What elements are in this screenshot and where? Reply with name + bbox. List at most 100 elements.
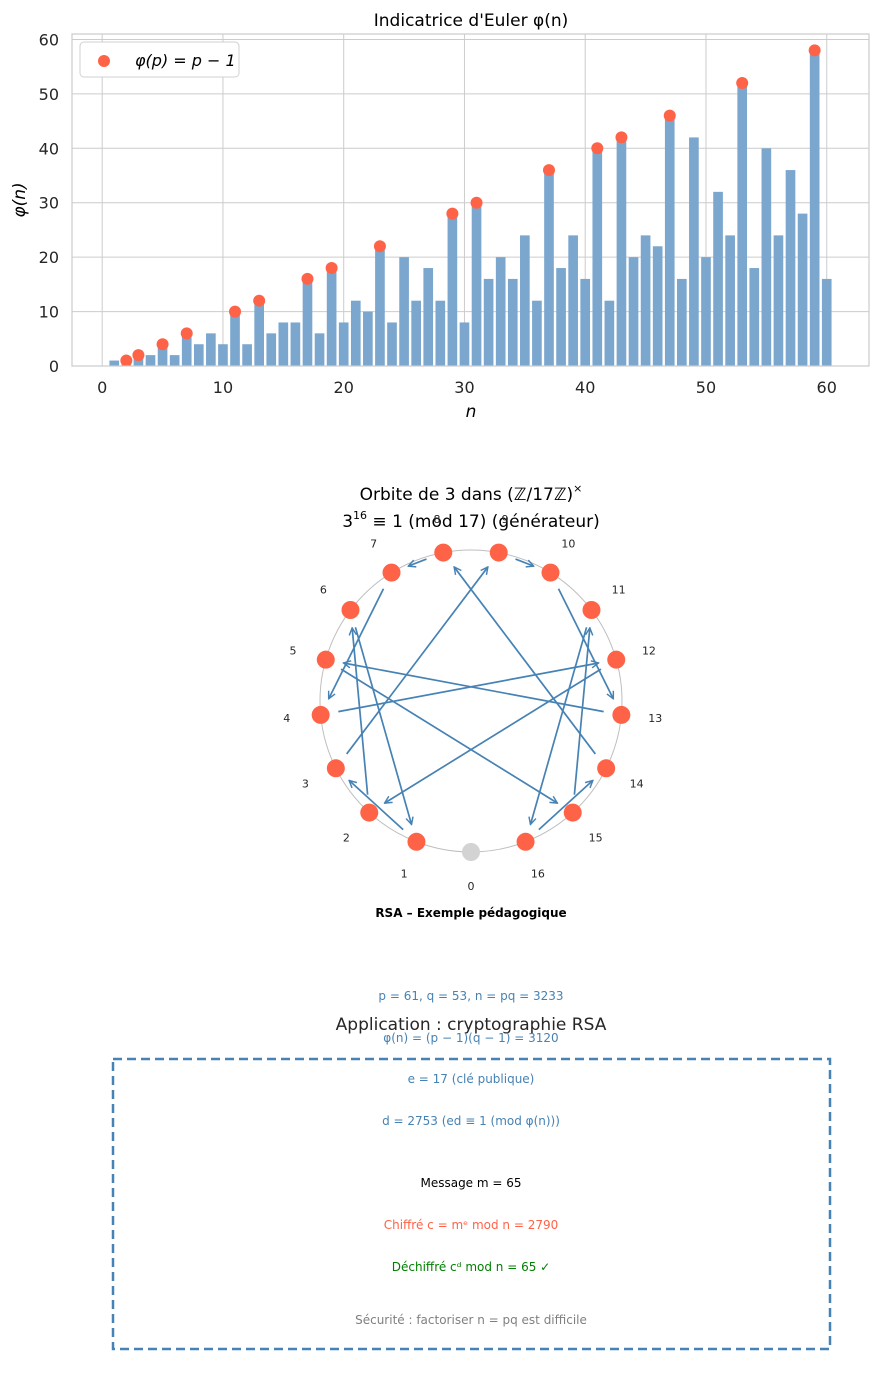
rsa-box — [111, 1057, 832, 1351]
orbit-arrow-5-to-15 — [340, 668, 557, 803]
y-tick-label: 20 — [39, 248, 59, 267]
orbit-node-label-5: 5 — [290, 644, 297, 657]
bar-n-11 — [230, 311, 240, 366]
rsa-line-cipher: Chiffré c = mᵉ mod n = 2790 — [384, 1218, 559, 1232]
prime-marker-3 — [132, 349, 145, 362]
orbit-node-label-8: 8 — [434, 513, 441, 526]
bar-n-16 — [290, 322, 301, 366]
bar-n-27 — [423, 268, 434, 366]
plot-frame — [71, 33, 870, 367]
orbit-title-line1: Orbite de 3 dans (ℤ/17ℤ)× — [360, 482, 583, 505]
bar-n-41 — [592, 148, 603, 366]
bar-n-8 — [193, 344, 204, 366]
rsa-line-d: d = 2753 (ed ≡ 1 (mod φ(n))) — [382, 1114, 560, 1128]
bar-n-50 — [701, 257, 711, 366]
bar-n-20 — [338, 322, 349, 366]
bar-n-32 — [483, 278, 494, 366]
bars — [109, 50, 832, 366]
rsa-panel: RSA – Exemple pédagogique p = 61, q = 53… — [111, 906, 832, 1351]
orbit-node-label-10: 10 — [561, 538, 575, 551]
bar-n-52 — [725, 235, 735, 366]
x-tick-label: 40 — [575, 378, 595, 397]
rsa-line-message: Message m = 65 — [420, 1176, 521, 1190]
orbit-arrow-9-to-10 — [515, 558, 534, 566]
orbit-node-label-0: 0 — [468, 880, 475, 893]
bar-n-25 — [399, 257, 409, 366]
bar-n-24 — [387, 322, 397, 366]
bar-n-53 — [737, 82, 748, 366]
orbit-node-label-12: 12 — [642, 644, 656, 657]
bar-n-46 — [652, 246, 663, 366]
orbit-node-15 — [563, 803, 582, 822]
bar-n-26 — [411, 300, 421, 366]
prime-marker-5 — [156, 338, 169, 351]
orbit-arrow-14-to-8 — [454, 567, 597, 755]
rsa-line-decipher: Déchiffré cᵈ mod n = 65 ✓ — [392, 1260, 550, 1274]
bar-n-57 — [785, 170, 796, 366]
orbit-node-13 — [612, 705, 631, 724]
orbit-node-0 — [462, 843, 480, 861]
orbit-node-label-15: 15 — [589, 832, 603, 845]
orbit-arrow-16-to-14 — [538, 780, 593, 831]
prime-marker-13 — [253, 294, 266, 307]
bar-n-7 — [181, 333, 192, 366]
y-axis-label: φ(n) — [10, 182, 30, 217]
bar-n-47 — [664, 115, 675, 366]
orbit-node-4 — [311, 705, 330, 724]
rsa-line-phi: φ(n) = (p − 1)(q − 1) = 3120 — [383, 1031, 558, 1045]
orbit-arrow-3-to-9 — [345, 567, 488, 755]
y-tick-label: 30 — [39, 194, 59, 213]
orbit-node-label-1: 1 — [401, 868, 408, 881]
y-tick-label: 40 — [39, 139, 59, 158]
orbit-arrow-1-to-3 — [349, 780, 404, 831]
x-tick-labels: 0 10 20 30 40 50 60 — [97, 378, 837, 397]
bar-n-13 — [254, 300, 265, 366]
legend: φ(p) = p − 1 — [79, 41, 240, 78]
rsa-subtitle: RSA – Exemple pédagogique — [375, 906, 566, 920]
bar-n-1 — [109, 360, 120, 366]
orbit-node-label-16: 16 — [531, 868, 545, 881]
bar-n-36 — [532, 300, 542, 366]
bar-n-23 — [375, 246, 385, 366]
bar-n-29 — [447, 213, 458, 366]
orbit-node-label-14: 14 — [630, 777, 644, 790]
prime-marker-11 — [229, 305, 242, 318]
orbit-arrow-7-to-4 — [327, 588, 385, 699]
y-tick-label: 10 — [39, 303, 59, 322]
orbit-node-3 — [326, 759, 345, 778]
bar-n-5 — [157, 344, 168, 366]
bar-n-43 — [616, 137, 627, 366]
prime-marker-2 — [120, 354, 133, 367]
bar-n-19 — [326, 268, 337, 366]
y-tick-label: 60 — [39, 30, 59, 49]
orbit-arrow-13-to-5 — [343, 663, 604, 713]
orbit-node-8 — [434, 543, 453, 562]
bar-n-59 — [809, 50, 820, 366]
rsa-title: Application : cryptographie RSA — [336, 1015, 607, 1035]
bar-n-6 — [169, 355, 180, 366]
bar-n-51 — [713, 191, 723, 366]
orbit-nodes — [311, 543, 631, 861]
bar-n-28 — [435, 300, 446, 366]
bar-n-34 — [507, 278, 518, 366]
bar-n-40 — [580, 278, 591, 366]
bar-n-9 — [206, 333, 216, 366]
rsa-line-security: Sécurité : factoriser n = pq est diffici… — [355, 1313, 587, 1327]
orbit-node-1 — [407, 832, 426, 851]
prime-marker-19 — [325, 262, 338, 275]
orbit-title-line2: 316 ≡ 1 (mod 17) (générateur) — [342, 509, 600, 532]
bar-n-4 — [145, 355, 156, 366]
bar-n-38 — [556, 268, 566, 366]
orbit-node-label-6: 6 — [320, 584, 327, 597]
bar-n-56 — [773, 235, 784, 366]
x-tick-label: 50 — [696, 378, 716, 397]
prime-marker-23 — [373, 240, 386, 253]
bar-n-18 — [314, 333, 325, 366]
prime-marker-17 — [301, 272, 314, 285]
legend-label: φ(p) = p − 1 — [135, 51, 236, 70]
orbit-node-7 — [382, 563, 401, 582]
prime-markers — [120, 44, 821, 367]
bar-n-37 — [544, 170, 554, 366]
orbit-node-9 — [489, 543, 508, 562]
x-tick-label: 0 — [97, 378, 107, 397]
